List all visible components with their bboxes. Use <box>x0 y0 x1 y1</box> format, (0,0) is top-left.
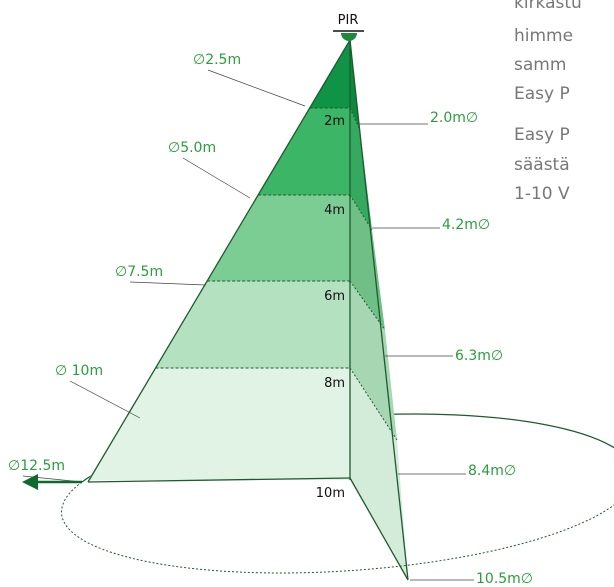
side-text: samm <box>514 55 566 75</box>
height-label: 4m <box>324 203 345 218</box>
right-diameter: 4.2m∅ <box>442 217 490 233</box>
right-diameter: 8.4m∅ <box>468 463 516 479</box>
leader <box>182 157 251 199</box>
left-diameter: ∅7.5m <box>115 264 163 280</box>
leader <box>207 69 306 107</box>
edge <box>349 39 409 581</box>
right-face <box>350 195 385 330</box>
right-face <box>350 281 397 440</box>
side-text: himme <box>514 26 573 46</box>
left-diameter: ∅ 10m <box>55 363 103 379</box>
left-diameter: ∅12.5m <box>8 458 65 474</box>
leader <box>129 281 207 286</box>
right-diameter: 6.3m∅ <box>455 348 503 364</box>
labels: 2m 4m 6m 8m 10m ∅2.5m ∅5.0m ∅7.5m ∅ 10m ∅12.5m 2.0… <box>8 0 582 587</box>
left-face <box>207 195 350 281</box>
left-face <box>88 368 350 480</box>
height-label: 6m <box>324 289 345 304</box>
edge <box>87 477 351 483</box>
height-label: 10m <box>316 486 345 501</box>
right-face <box>350 368 408 580</box>
side-text: 1-10 V <box>514 184 570 204</box>
left-diameter: ∅5.0m <box>168 140 216 156</box>
height-label: 8m <box>324 376 345 391</box>
right-diameter: 2.0m∅ <box>430 110 478 126</box>
side-text: Easy P <box>514 125 570 145</box>
left-face <box>155 281 350 368</box>
cone <box>60 39 614 581</box>
band-line <box>349 194 373 231</box>
sensor-label: PIR <box>338 13 359 28</box>
side-text: kirkastu <box>514 0 582 13</box>
height-label: 2m <box>324 114 345 129</box>
edge <box>349 477 409 581</box>
side-text: Easy P <box>514 84 570 104</box>
arrow-head <box>22 474 38 490</box>
band-line <box>349 107 361 131</box>
edge <box>87 39 351 483</box>
left-diameter: ∅2.5m <box>193 52 241 68</box>
leader <box>69 380 141 419</box>
ellipse-front <box>60 481 614 574</box>
right-diameter: 10.5m∅ <box>476 571 533 587</box>
side-text: säästä <box>514 155 570 175</box>
sensor-icon <box>341 33 357 41</box>
left-face <box>258 108 350 195</box>
